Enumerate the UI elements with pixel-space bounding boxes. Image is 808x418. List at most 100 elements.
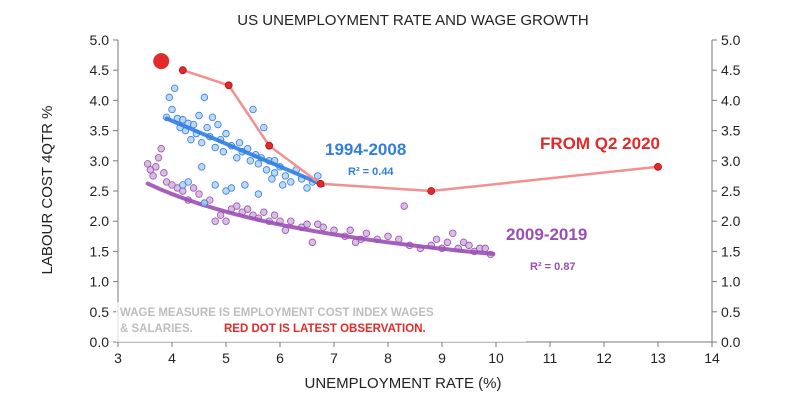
- data-point-2009-2019: [449, 229, 457, 237]
- y-tick-label-right: 4.5: [721, 62, 741, 78]
- chart-title: US UNEMPLOYMENT RATE AND WAGE GROWTH: [237, 12, 588, 29]
- data-point-2009-2019: [243, 205, 252, 213]
- series-label-1994-2008: 1994-2008: [325, 140, 406, 159]
- data-point-1994-2008: [200, 93, 209, 102]
- data-point-2009-2019: [143, 160, 152, 168]
- y-tick-label-left: 3.0: [90, 153, 110, 169]
- y-tick-label-right: 5.0: [721, 32, 741, 48]
- recent-path-point: [224, 81, 233, 90]
- data-point-1994-2008: [179, 181, 187, 189]
- data-point-2009-2019: [346, 226, 354, 234]
- data-point-1994-2008: [246, 157, 254, 165]
- data-point-1994-2008: [170, 84, 179, 93]
- x-tick-label: 8: [384, 350, 392, 366]
- data-point-1994-2008: [211, 143, 219, 152]
- trendline-1994-2008: [164, 116, 326, 187]
- data-point-1994-2008: [200, 199, 209, 207]
- y-tick-label-right: 1.5: [721, 243, 741, 259]
- data-point-1994-2008: [254, 160, 263, 168]
- data-point-1994-2008: [262, 166, 271, 174]
- y-tick-label-left: 5.0: [90, 32, 110, 48]
- data-point-2009-2019: [362, 229, 371, 237]
- plot-area: [143, 53, 662, 259]
- x-tick-label: 3: [114, 350, 122, 366]
- data-point-1994-2008: [165, 93, 173, 102]
- data-point-2009-2019: [287, 217, 295, 225]
- data-point-1994-2008: [233, 154, 241, 162]
- y-tick-label-left: 2.5: [90, 183, 110, 199]
- data-point-1994-2008: [222, 129, 230, 138]
- r2-box-blue: [340, 161, 422, 181]
- data-point-1994-2008: [168, 105, 176, 114]
- y-tick-label-left: 1.5: [90, 243, 110, 259]
- note-line-2-gray: & SALARIES.: [120, 323, 193, 335]
- y-tick-label-left: 4.0: [90, 92, 110, 108]
- y-axis-title: LABOUR COST 4QTR %: [39, 106, 56, 275]
- x-tick-label: 11: [543, 350, 558, 366]
- y-tick-label-right: 2.5: [721, 183, 741, 199]
- data-point-2009-2019: [443, 238, 452, 247]
- data-point-1994-2008: [197, 163, 206, 171]
- data-point-2009-2019: [152, 163, 160, 171]
- x-tick-label: 7: [330, 350, 338, 366]
- note-line-2-red: RED DOT IS LATEST OBSERVATION.: [224, 323, 426, 335]
- data-point-2009-2019: [319, 223, 327, 231]
- x-tick-label: 9: [438, 350, 446, 366]
- x-axis: 3 4 5 6 7 8 9 10 11 12 13 14: [114, 341, 720, 366]
- data-point-2009-2019: [384, 232, 392, 240]
- data-point-2009-2019: [270, 211, 279, 219]
- y-axis-right: 0.0 0.5 1.0 1.5 2.0 2.5 3.0 3.5 4.0 4.5 5.0: [711, 32, 741, 350]
- x-tick-label: 4: [168, 350, 176, 366]
- data-point-1994-2008: [211, 181, 219, 189]
- data-point-1994-2008: [187, 135, 195, 144]
- r2-label-blue: R² = 0.44: [348, 166, 394, 178]
- data-point-2009-2019: [222, 217, 230, 225]
- data-point-1994-2008: [281, 172, 290, 180]
- data-point-2009-2019: [303, 220, 311, 228]
- data-point-1994-2008: [268, 175, 276, 183]
- x-axis-title: UNEMPLOYMENT RATE (%): [305, 375, 502, 392]
- x-tick-label: 12: [596, 350, 612, 366]
- y-tick-label-left: 0.0: [90, 334, 110, 350]
- y-tick-label-right: 2.0: [721, 213, 741, 229]
- data-point-2009-2019: [195, 190, 203, 198]
- recent-path-point: [178, 66, 187, 75]
- y-tick-label-left: 3.5: [90, 123, 110, 139]
- data-point-1994-2008: [249, 105, 257, 114]
- data-point-1994-2008: [179, 116, 187, 124]
- data-point-1994-2008: [270, 169, 279, 177]
- data-point-1994-2008: [260, 123, 268, 132]
- data-point-1994-2008: [222, 187, 230, 195]
- latest-observation-dot: [153, 53, 170, 70]
- data-point-1994-2008: [203, 123, 211, 132]
- recent-path-point: [316, 179, 325, 188]
- data-point-2009-2019: [149, 172, 157, 180]
- data-point-2009-2019: [154, 154, 163, 162]
- data-point-2009-2019: [189, 184, 198, 192]
- y-tick-label-right: 3.5: [721, 123, 741, 139]
- note-background: [116, 302, 526, 342]
- data-point-1994-2008: [214, 120, 222, 129]
- data-point-2009-2019: [400, 202, 408, 210]
- data-point-1994-2008: [303, 184, 311, 192]
- recent-path-point: [427, 187, 436, 195]
- data-point-1994-2008: [197, 138, 206, 147]
- y-axis-left: 0.0 0.5 1.0 1.5 2.0 2.5 3.0 3.5 4.0 4.5 5.0: [90, 32, 119, 350]
- y-tick-label-right: 1.0: [721, 274, 741, 290]
- data-point-2009-2019: [308, 238, 317, 247]
- data-point-1994-2008: [195, 111, 203, 120]
- y-tick-label-right: 0.0: [721, 334, 741, 350]
- data-point-2009-2019: [179, 187, 187, 195]
- y-tick-label-right: 3.0: [721, 153, 741, 169]
- data-point-2009-2019: [260, 208, 268, 216]
- y-tick-label-right: 0.5: [721, 304, 741, 320]
- recent-path-point: [265, 141, 274, 150]
- x-tick-label: 13: [650, 350, 666, 366]
- data-point-2009-2019: [432, 235, 441, 244]
- data-point-1994-2008: [235, 138, 244, 147]
- data-point-2009-2019: [160, 169, 168, 177]
- data-point-1994-2008: [208, 113, 217, 122]
- y-tick-label-left: 1.0: [90, 274, 110, 290]
- y-tick-label-left: 2.0: [90, 213, 110, 229]
